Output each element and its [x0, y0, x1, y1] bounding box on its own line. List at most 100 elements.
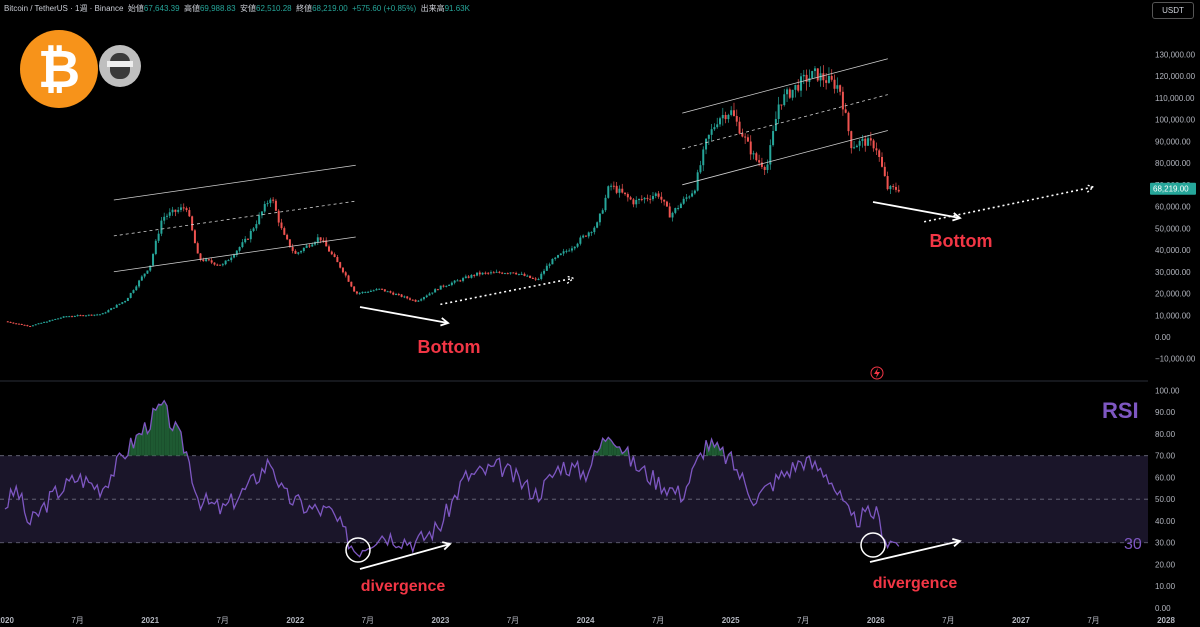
candle	[537, 278, 540, 280]
divergence-circle	[345, 537, 371, 563]
candle	[339, 262, 342, 268]
time-axis-label: 7月	[216, 616, 228, 625]
candle	[727, 114, 730, 120]
candle	[414, 299, 417, 302]
time-axis-label: 7月	[652, 616, 664, 625]
rsi-overbought-fill	[147, 429, 151, 456]
candle	[847, 112, 850, 132]
price-axis-label: 40,000.00	[1155, 246, 1191, 255]
candle	[596, 222, 599, 228]
candle	[833, 79, 836, 89]
channel-upper-line	[682, 58, 888, 114]
candle	[470, 274, 473, 278]
candle	[417, 300, 420, 302]
candle	[327, 246, 330, 252]
candle	[124, 301, 127, 303]
candle	[230, 257, 233, 261]
price-axis-label: 10,000.00	[1155, 311, 1191, 320]
candle	[509, 272, 512, 274]
candle	[12, 322, 15, 324]
candle	[98, 314, 101, 316]
projection-arrow	[440, 277, 574, 306]
candle	[143, 273, 146, 277]
candle	[188, 210, 191, 217]
candle	[487, 272, 490, 274]
candle	[584, 235, 587, 237]
candle	[369, 290, 372, 292]
price-axis-label: 60,000.00	[1155, 203, 1191, 212]
channel-mid-line	[113, 200, 356, 237]
candle	[601, 210, 604, 214]
candle	[196, 243, 199, 254]
price-axis-label: 100,000.00	[1155, 116, 1196, 125]
rsi-overbought-fill	[605, 437, 609, 456]
candle	[436, 289, 439, 291]
candle	[15, 323, 18, 325]
candle	[246, 238, 249, 240]
candle	[118, 303, 121, 305]
candle	[213, 262, 216, 265]
candle	[668, 206, 671, 218]
candle	[297, 252, 300, 254]
divergence-label: divergence	[361, 578, 446, 595]
candle	[682, 198, 685, 204]
bottom-label: Bottom	[930, 231, 993, 251]
candle	[844, 109, 847, 113]
candle	[495, 271, 498, 273]
candle	[62, 316, 65, 318]
candle	[710, 129, 713, 135]
candle	[883, 166, 886, 177]
rsi-axis-label: 90.00	[1155, 408, 1176, 417]
candle	[48, 320, 51, 322]
candle	[199, 253, 202, 260]
candle	[565, 250, 568, 252]
candle	[858, 141, 861, 146]
candle	[897, 189, 900, 192]
candle	[788, 89, 791, 98]
candle	[255, 224, 258, 229]
candle	[300, 251, 303, 253]
last-price-label: 68,219.00	[1153, 185, 1189, 194]
time-axis-label: 7月	[71, 616, 83, 625]
candle	[216, 264, 219, 266]
candle	[6, 321, 9, 323]
candle	[660, 196, 663, 200]
time-axis-label: 2027	[1012, 616, 1030, 625]
candle	[813, 68, 816, 72]
candle	[632, 199, 635, 205]
candle	[587, 232, 590, 237]
channel-lower-line	[113, 236, 356, 273]
candle	[325, 240, 328, 247]
candle	[774, 118, 777, 132]
rsi-overbought-fill	[616, 446, 620, 456]
candle	[456, 280, 459, 282]
candle	[29, 326, 32, 328]
candle	[193, 230, 196, 244]
candle	[484, 272, 487, 274]
candle	[269, 199, 272, 204]
time-axis-label: 2025	[722, 616, 740, 625]
candle	[679, 203, 682, 209]
candle	[372, 290, 375, 292]
currency-badge[interactable]: USDT	[1152, 2, 1194, 19]
rsi-axis-label: 40.00	[1155, 517, 1176, 526]
candle	[489, 272, 492, 274]
candle	[291, 246, 294, 251]
candle	[20, 324, 23, 326]
candle	[31, 325, 34, 327]
candle	[615, 185, 618, 193]
candle	[283, 228, 286, 235]
high-label: 高値	[183, 4, 200, 13]
candle	[702, 149, 705, 166]
candle	[205, 259, 208, 262]
candle	[841, 91, 844, 110]
rsi-overbought-fill	[153, 408, 156, 456]
price-axis-label: 110,000.00	[1155, 94, 1195, 103]
candle	[827, 75, 830, 83]
rsi-overbought-fill	[150, 408, 154, 456]
candle	[663, 199, 666, 202]
candle	[233, 255, 236, 258]
close-label: 終値	[296, 4, 313, 13]
candle	[442, 285, 445, 287]
candle	[353, 286, 356, 292]
